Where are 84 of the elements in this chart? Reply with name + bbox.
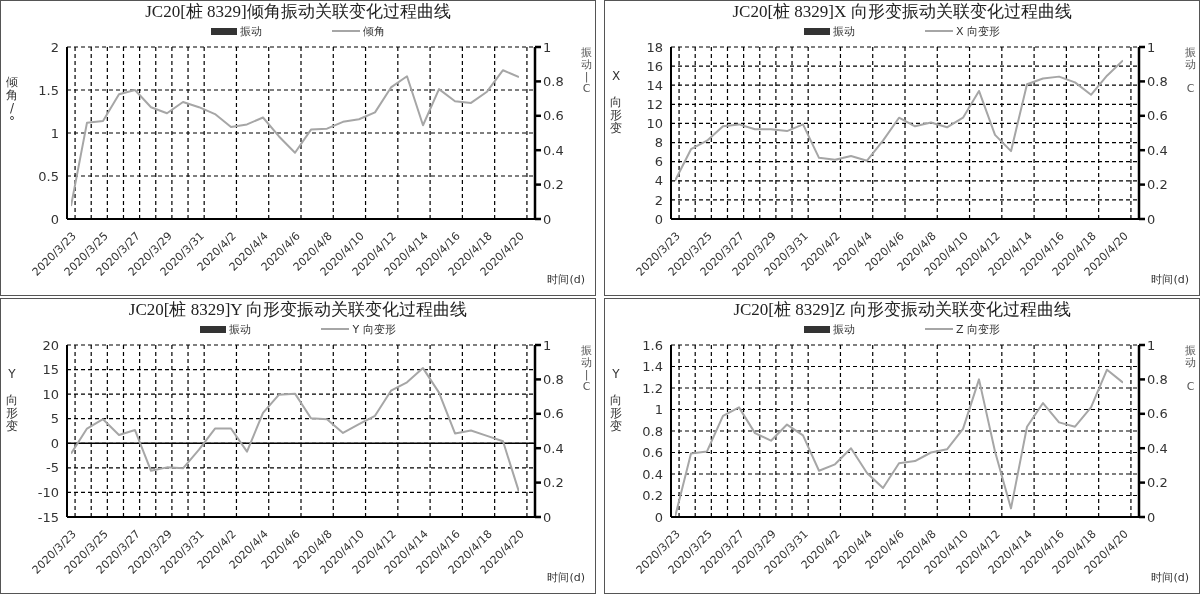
y2-axis-title: 振动 C [1184, 344, 1197, 393]
y2-tick-label: 1 [1147, 39, 1156, 55]
y2-tick-label: 0.2 [1147, 475, 1168, 491]
legend-label: X 向变形 [955, 23, 1001, 39]
y-tick-label: 1 [50, 125, 59, 141]
y-tick-label: 20 [42, 337, 59, 353]
chart-title: JC20[桩 8329]Z 向形变振动关联变化过程曲线 [732, 299, 1072, 321]
y2-axis-title: 振动|C [580, 344, 593, 393]
y2-tick-label: 0.8 [543, 74, 564, 90]
y-tick-label: -5 [46, 460, 59, 476]
y2-tick-label: 0.8 [543, 372, 564, 388]
y-tick-label: -15 [37, 509, 59, 525]
y-tick-label: 10 [646, 116, 663, 132]
y2-tick-label: 0.4 [543, 440, 564, 456]
y-tick-label: 0 [50, 211, 59, 227]
y2-tick-label: 0 [1147, 509, 1156, 525]
y2-axis-title: 振动|C [580, 46, 593, 95]
y-tick-label: 0 [50, 435, 59, 451]
y2-tick-label: 0 [543, 211, 552, 227]
x-axis-title: 时间(d) [547, 272, 585, 287]
y2-tick-label: 0 [1147, 211, 1156, 227]
y2-tick-label: 0.2 [543, 475, 564, 491]
y2-tick-label: 1 [543, 337, 552, 353]
y-tick-label: 16 [646, 58, 663, 74]
line-series [71, 367, 519, 493]
y-tick-label: 15 [42, 362, 59, 378]
y-tick-label: 14 [646, 77, 663, 93]
y-axis-title: Y 向形变 [5, 366, 19, 433]
y-tick-label: 1.4 [642, 359, 663, 375]
y2-tick-label: 0.2 [543, 177, 564, 193]
x-axis-title: 时间(d) [547, 570, 585, 585]
y-tick-label: 2 [654, 192, 663, 208]
x-axis-title: 时间(d) [1151, 272, 1189, 287]
y-tick-label: 0.2 [642, 488, 663, 504]
y2-tick-label: 0.8 [1147, 372, 1168, 388]
legend-label: 倾角 [363, 23, 385, 39]
y-tick-label: 0 [654, 211, 663, 227]
y2-tick-label: 0.6 [1147, 406, 1168, 422]
y-tick-label: 2 [50, 39, 59, 55]
y2-tick-label: 0.6 [543, 108, 564, 124]
line-series [675, 368, 1123, 517]
y-tick-label: 6 [654, 154, 663, 170]
y-tick-label: 5 [50, 411, 59, 427]
y-tick-label: 0.4 [642, 466, 663, 482]
y-axis-title: Y 向形变 [609, 366, 623, 433]
y-tick-label: 0.6 [642, 445, 663, 461]
y2-tick-label: 0.6 [543, 406, 564, 422]
legend-label: 振动 [240, 23, 262, 39]
y-tick-label: 0 [654, 509, 663, 525]
y-tick-label: 4 [654, 173, 663, 189]
y2-tick-label: 0.2 [1147, 177, 1168, 193]
chart-title: JC20[桩 8329]X 向形变振动关联变化过程曲线 [731, 1, 1073, 23]
x-axis-title: 时间(d) [1151, 570, 1189, 585]
y-tick-label: 8 [654, 135, 663, 151]
y-tick-label: 1.6 [642, 337, 663, 353]
y2-axis-title: 振动 C [1184, 46, 1197, 95]
y2-tick-label: 0.6 [1147, 108, 1168, 124]
legend-label: Y 向变形 [352, 321, 396, 337]
legend-label: Z 向变形 [955, 321, 1001, 337]
y-tick-label: 1.5 [38, 82, 59, 98]
y2-tick-label: 0.4 [543, 142, 564, 158]
y2-tick-label: 1 [1147, 337, 1156, 353]
y2-tick-label: 0.8 [1147, 74, 1168, 90]
y-tick-label: 12 [646, 96, 663, 112]
y-tick-label: 1.2 [642, 380, 663, 396]
legend-label: 振动 [832, 23, 855, 39]
y-tick-label: 0.8 [642, 423, 663, 439]
y-tick-label: -10 [37, 485, 59, 501]
y2-tick-label: 0.4 [1147, 440, 1168, 456]
y2-tick-label: 1 [543, 39, 552, 55]
y-tick-label: 0.5 [38, 168, 59, 184]
legend-label: 振动 [229, 321, 252, 337]
line-series [675, 59, 1123, 182]
y-axis-title: X 向形变 [609, 68, 623, 135]
y2-tick-label: 0.4 [1147, 142, 1168, 158]
y2-tick-label: 0 [543, 509, 552, 525]
y-axis-title: 倾角/° [5, 75, 19, 128]
legend-label: 振动 [832, 321, 855, 337]
y-tick-label: 10 [42, 386, 59, 402]
y-tick-label: 1 [654, 402, 663, 418]
chart-title: JC20[桩 8329]倾角振动关联变化过程曲线 [144, 1, 452, 23]
chart-title: JC20[桩 8329]Y 向形变振动关联变化过程曲线 [127, 299, 469, 321]
y-tick-label: 18 [646, 39, 663, 55]
line-series [71, 69, 519, 208]
